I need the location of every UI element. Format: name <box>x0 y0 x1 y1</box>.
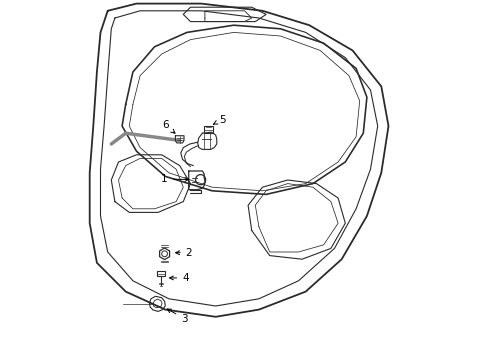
Bar <box>157 271 164 276</box>
Bar <box>203 126 213 133</box>
Text: 1: 1 <box>161 174 188 184</box>
Text: 5: 5 <box>213 114 225 125</box>
Text: 4: 4 <box>169 273 188 283</box>
Text: 2: 2 <box>175 248 192 258</box>
Text: 6: 6 <box>162 120 175 133</box>
Text: 3: 3 <box>167 309 187 324</box>
